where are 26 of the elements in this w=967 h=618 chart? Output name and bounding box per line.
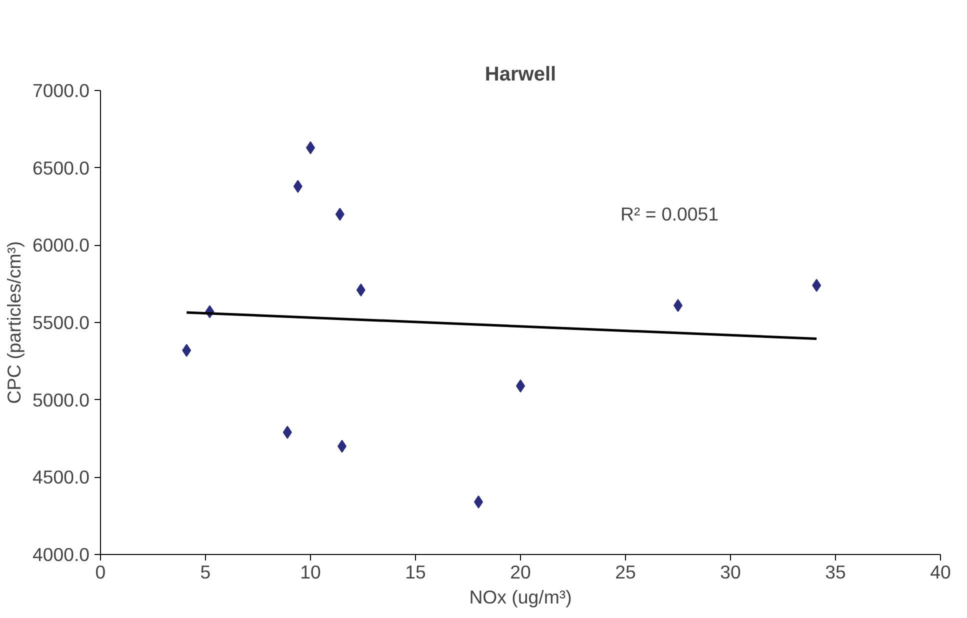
point bbox=[356, 284, 366, 297]
point bbox=[282, 426, 292, 439]
chart-title: Harwell bbox=[484, 64, 556, 86]
y-axis-title: CPC (particles/cm³) bbox=[3, 241, 24, 404]
y-tick-label: 4000.0 bbox=[32, 544, 90, 565]
point bbox=[335, 208, 344, 221]
annotation: R² = 0.0051 bbox=[620, 204, 719, 224]
y-tick-label: 4500.0 bbox=[32, 466, 90, 488]
x-tick-label: 0 bbox=[95, 562, 106, 582]
point bbox=[812, 278, 822, 292]
y-tick-label: 7000.0 bbox=[32, 80, 90, 101]
x-tick-label: 20 bbox=[510, 562, 531, 582]
y-tick-label: 5500.0 bbox=[32, 312, 90, 333]
y-tick-label: 5000.0 bbox=[32, 389, 90, 410]
x-axis-title: NOx (ug/m³) bbox=[469, 586, 572, 608]
x-tick-label: 40 bbox=[930, 562, 951, 582]
x-tick-label: 15 bbox=[405, 562, 426, 582]
x-tick-label: 25 bbox=[615, 562, 636, 582]
y-tick-label: 6000.0 bbox=[32, 234, 90, 256]
point bbox=[293, 180, 302, 193]
x-tick-label: 35 bbox=[825, 562, 846, 582]
y-tick-label: 6500.0 bbox=[32, 157, 90, 178]
point bbox=[182, 344, 192, 357]
x-tick-label: 30 bbox=[720, 562, 741, 582]
x-tick-label: 5 bbox=[200, 562, 211, 582]
x-tick-label: 10 bbox=[300, 562, 321, 582]
